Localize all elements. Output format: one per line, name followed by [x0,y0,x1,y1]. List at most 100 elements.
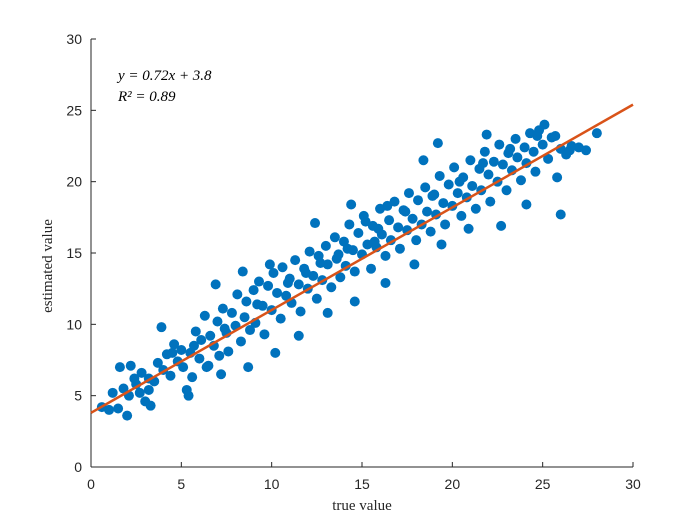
scatter-point [156,322,167,333]
scatter-point [125,360,136,371]
scatter-point [373,223,384,234]
scatter-point [293,330,304,341]
scatter-point [196,335,207,346]
scatter-point [282,277,293,288]
scatter-point [178,362,189,373]
equation-annotation: y = 0.72x + 3.8 [116,68,212,84]
scatter-point [304,246,315,257]
y-tick-label: 15 [66,245,82,261]
scatter-point [239,312,250,323]
scatter-point [210,279,221,290]
x-tick-label: 30 [625,476,641,492]
scatter-point [496,220,507,231]
scatter-point [530,166,541,177]
scatter-point [353,228,364,239]
scatter-point [591,128,602,139]
x-tick-label: 10 [264,476,280,492]
scatter-point [272,287,283,298]
scatter-point [212,316,223,327]
scatter-point [528,146,539,157]
fit-line [90,103,634,414]
scatter-point [427,190,438,201]
scatter-point [344,219,355,230]
y-tick-label: 10 [66,316,82,332]
scatter-point [254,276,265,287]
scatter-point [413,195,424,206]
scatter-point [452,188,463,199]
scatter-point [187,372,198,383]
scatter-point [315,257,326,268]
scatter-point [532,131,543,142]
scatter-point [420,182,431,193]
scatter-point [432,138,443,149]
scatter-point [537,139,548,150]
scatter-point [176,345,187,356]
x-axis-label: true value [332,498,392,514]
scatter-point [310,218,321,229]
scatter-point [232,289,243,300]
scatter-point [360,216,371,227]
scatter-point [136,367,147,378]
scatter-point [134,387,145,398]
scatter-point [333,249,344,260]
scatter-point [454,176,465,187]
scatter-point [581,145,592,156]
scatter-point [497,159,508,170]
scatter-point [515,175,526,186]
scatter-point [290,255,301,266]
scatter-point [380,277,391,288]
scatter-point [393,222,404,233]
scatter-point [214,350,225,361]
x-tick-label: 0 [87,476,95,492]
scatter-point [384,215,395,226]
x-tick-label: 15 [354,476,370,492]
scatter-point [263,280,274,291]
scatter-point [219,323,230,334]
scatter-point [512,152,523,163]
scatter-point [519,142,530,153]
scatter-point [248,285,259,296]
scatter-point [346,199,357,210]
scatter-point [539,119,550,130]
scatter-point [252,299,263,310]
scatter-point [300,267,311,278]
scatter-point [479,146,490,157]
scatter-point [467,180,478,191]
scatter-point [550,131,561,142]
scatter-point [389,196,400,207]
scatter-point [194,353,205,364]
scatter-point [501,185,512,196]
scatter-point [320,240,331,251]
y-tick-label: 0 [74,459,82,475]
scatter-point [201,362,212,373]
scatter-point [322,307,333,318]
scatter-point [205,330,216,341]
scatter-point [342,243,353,254]
scatter-point [293,279,304,290]
scatter-point [244,325,255,336]
scatter-point [470,203,481,214]
x-tick-label: 20 [445,476,461,492]
scatter-point [443,179,454,190]
scatter-point [277,262,288,273]
scatter-point [281,290,292,301]
scatter-point [552,172,563,183]
scatter-point [369,236,380,247]
scatter-point [145,400,156,411]
scatter-point [418,155,429,166]
scatter-point [380,250,391,261]
scatter-point [188,340,199,351]
x-tick-label: 25 [535,476,551,492]
scatter-point [165,370,176,381]
scatter-point [259,329,270,340]
scatter-point [118,383,129,394]
scatter-point [440,219,451,230]
scatter-point [564,145,575,156]
scatter-point [555,209,566,220]
scatter-point [478,158,489,169]
scatter-point [483,169,494,180]
scatter-point [407,213,418,224]
scatter-point [335,272,346,283]
scatter-point [521,199,532,210]
scatter-point [143,384,154,395]
